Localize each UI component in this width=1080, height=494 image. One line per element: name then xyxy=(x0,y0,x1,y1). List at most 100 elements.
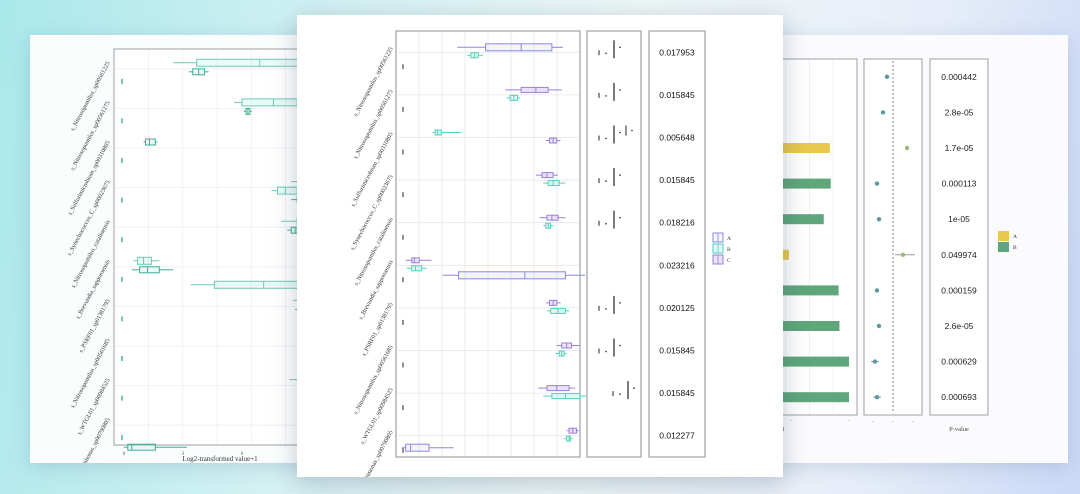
right-barplot-svg: alue+1-----0.0004422.8e-051.7e-050.00011… xyxy=(762,58,1017,433)
right-p-value-label: 2.6e-05 xyxy=(945,321,974,331)
left-x-tick-label: 0 xyxy=(123,452,126,457)
p-value-label: 0.017953 xyxy=(659,47,695,57)
effect-dot xyxy=(880,110,886,115)
p-value-label: 0.023216 xyxy=(659,260,695,270)
effect-dot xyxy=(874,181,880,186)
box-body xyxy=(241,98,298,107)
left-category-label: s_Synechococcus_C_sp00023675 xyxy=(66,179,112,257)
bar-B xyxy=(762,321,840,331)
category-label: s_Nitrosopumilus_sp00561685 xyxy=(352,344,394,416)
left-x-tick-label: 6 xyxy=(241,452,244,457)
box-body xyxy=(411,257,420,264)
p-value-label: 0.020125 xyxy=(659,303,695,313)
box-body xyxy=(411,265,423,272)
box-body xyxy=(546,385,570,392)
significance-dot xyxy=(619,393,621,395)
bar-B xyxy=(762,392,849,403)
left-x-axis-label: Log2-transformed value+1 xyxy=(182,455,258,463)
left-category-label: s_Nitrosopumilus_sp00561685 xyxy=(69,338,111,410)
box-body xyxy=(566,435,571,442)
box-body xyxy=(546,214,559,221)
left-category-label: s_Nitrosopumilus_sp00561225 xyxy=(69,60,111,132)
box-body xyxy=(145,138,156,146)
right-p-value-label: 1e-05 xyxy=(948,214,970,224)
significance-panel-frame xyxy=(586,30,642,458)
dot-x-tick: - xyxy=(872,420,874,425)
box-body xyxy=(551,393,581,400)
category-label: s_Nitrosopumilus_sp00561275 xyxy=(352,89,394,161)
box-body xyxy=(541,172,554,179)
box-body xyxy=(213,280,320,289)
significance-dot xyxy=(619,46,621,49)
legend-label-B: B xyxy=(727,247,731,253)
category-label: s_Sulfurimicrobium_sp00310805 xyxy=(350,131,395,208)
significance-dot xyxy=(619,344,621,347)
effect-dot xyxy=(904,145,910,151)
bar-B xyxy=(762,214,824,225)
category-label: s_Nitrosopumilus_sp00561225 xyxy=(352,46,394,118)
left-category-label: s_Kordiimonas_sp00790805 xyxy=(72,417,112,463)
significance-dot xyxy=(605,180,607,182)
p-value-label: 0.015845 xyxy=(659,388,695,398)
legend-label-C: C xyxy=(727,258,731,264)
box-body xyxy=(485,43,553,52)
right-p-value-label: 0.049974 xyxy=(941,250,977,260)
p-value-label: 0.015845 xyxy=(659,90,695,100)
bar-A xyxy=(762,143,830,153)
significance-dot xyxy=(605,350,607,353)
box-body xyxy=(276,186,298,195)
bar-x-tick: - xyxy=(790,419,792,424)
left-boxplot-svg: s_Nitrosopumilus_sp00561225s_Nitrosopumi… xyxy=(66,48,320,463)
effect-dot xyxy=(884,74,890,79)
box-body xyxy=(127,443,156,451)
box-body xyxy=(137,256,152,265)
bar-B xyxy=(762,356,849,367)
category-label: s_Synechococcus_C_sp00023675 xyxy=(349,174,395,252)
significance-dot xyxy=(605,308,607,310)
effect-dot xyxy=(872,359,878,364)
right-legend-key-A xyxy=(998,231,1009,241)
left-x-tick-label: 3 xyxy=(182,452,185,457)
right-legend-label-A: A xyxy=(1013,234,1017,240)
effect-dot xyxy=(876,217,882,222)
significance-dot xyxy=(605,95,607,97)
p-value-label: 0.005648 xyxy=(659,133,695,143)
box-body xyxy=(139,266,160,274)
p-value-label: 0.018216 xyxy=(659,218,695,228)
pvalue-panel-frame xyxy=(648,30,706,458)
dot-x-tick: - xyxy=(892,420,894,425)
left-category-label: s_Nitrosopumilus_sp00561275 xyxy=(69,100,111,172)
category-label: s_Nitrosopumilus_catalinensis xyxy=(353,216,395,287)
significance-dot xyxy=(619,302,621,304)
right-p-value-label: 2.8e-05 xyxy=(945,107,974,117)
right-p-value-label: 0.000629 xyxy=(941,357,977,367)
box-body xyxy=(434,129,442,136)
bar-x-tick: - xyxy=(848,419,850,424)
box-body xyxy=(405,443,430,452)
right-p-value-label: 0.000159 xyxy=(941,285,977,295)
effect-dot xyxy=(874,288,880,293)
background-chart-right: alue+1-----0.0004422.8e-051.7e-050.00011… xyxy=(762,35,1068,463)
p-value-label: 0.015845 xyxy=(659,175,695,185)
p-value-label: 0.012277 xyxy=(659,431,695,441)
box-body xyxy=(547,180,560,187)
p-value-label: 0.015845 xyxy=(659,346,695,356)
main-boxplot-svg: s_Nitrosopumilus_sp00561225s_Nitrosopumi… xyxy=(349,30,731,477)
right-legend-label-B: B xyxy=(1013,245,1017,251)
left-category-label: s_Sulfurimicrobium_sp00310805 xyxy=(67,140,112,217)
box-body xyxy=(196,58,314,67)
background-chart-left: s_Nitrosopumilus_sp00561225 s_Nitrosopumi… xyxy=(30,35,320,463)
significance-dot xyxy=(633,387,635,389)
right-p-value-label: 0.000113 xyxy=(942,179,977,189)
legend-label-A: A xyxy=(727,236,731,242)
dot-x-tick: - xyxy=(912,420,914,425)
right-p-value-label: 0.000693 xyxy=(941,392,977,402)
significance-dot xyxy=(619,174,621,176)
significance-dot xyxy=(605,52,607,55)
right-pvalue-panel-frame xyxy=(929,58,989,416)
effect-dot xyxy=(874,395,880,400)
significance-dot xyxy=(631,129,633,132)
significance-dot xyxy=(605,137,607,140)
right-legend-key-B xyxy=(998,242,1009,252)
effect-dot xyxy=(876,323,882,329)
